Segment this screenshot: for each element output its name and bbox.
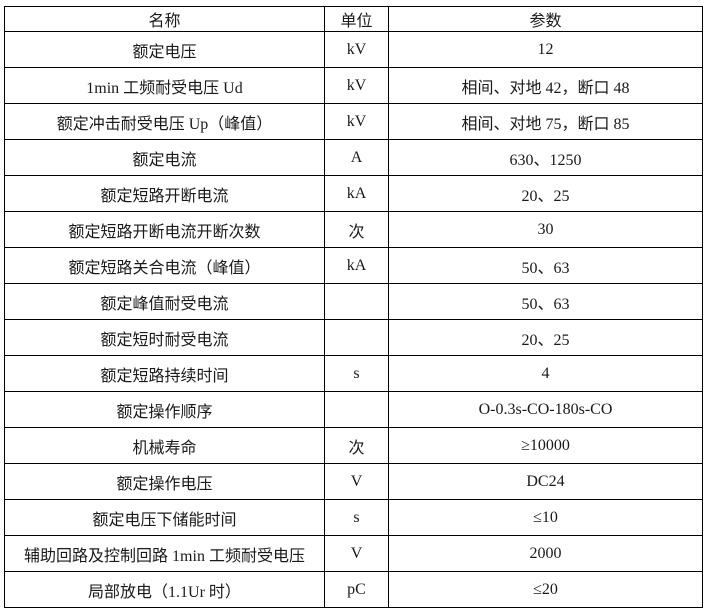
cell-value: 50、63 [388,247,703,284]
table-row: 额定短路关合电流（峰值） kA 50、63 [4,247,703,284]
cell-unit: kA [324,247,389,284]
spec-table: 名称 单位 参数 额定电压 kV 12 1min 工频耐受电压 Ud kV 相间… [4,6,703,608]
cell-name: 额定峰值耐受电流 [4,283,325,320]
cell-unit: s [324,355,389,392]
table-row: 额定操作顺序 O-0.3s-CO-180s-CO [4,391,703,428]
cell-name: 额定短路持续时间 [4,355,325,392]
header-cell-value: 参数 [388,6,703,32]
cell-value: 相间、对地 42，断口 48 [388,67,703,104]
table-row: 额定电流 A 630、1250 [4,139,703,176]
table-row: 额定短时耐受电流 20、25 [4,319,703,356]
cell-unit: s [324,499,389,536]
cell-unit: V [324,463,389,500]
cell-value: 12 [388,31,703,68]
table-row: 辅助回路及控制回路 1min 工频耐受电压 V 2000 [4,535,703,572]
table-row: 额定冲击耐受电压 Up（峰值） kV 相间、对地 75，断口 85 [4,103,703,140]
cell-value: ≥10000 [388,427,703,464]
cell-name: 额定冲击耐受电压 Up（峰值） [4,103,325,140]
table-row: 额定电压下储能时间 s ≤10 [4,499,703,536]
table-row: 局部放电（1.1Ur 时） pC ≤20 [4,571,703,608]
cell-unit: kV [324,67,389,104]
table-row: 机械寿命 次 ≥10000 [4,427,703,464]
cell-name: 额定短路关合电流（峰值） [4,247,325,284]
cell-value: 630、1250 [388,139,703,176]
cell-name: 额定电流 [4,139,325,176]
cell-value: 20、25 [388,175,703,212]
table-row: 额定短路开断电流 kA 20、25 [4,175,703,212]
cell-value: ≤20 [388,571,703,608]
cell-unit [324,283,389,320]
cell-name: 辅助回路及控制回路 1min 工频耐受电压 [4,535,325,572]
cell-unit: 次 [324,211,389,248]
cell-unit: kA [324,175,389,212]
cell-unit: pC [324,571,389,608]
cell-unit: A [324,139,389,176]
cell-value: DC24 [388,463,703,500]
cell-unit [324,391,389,428]
cell-name: 机械寿命 [4,427,325,464]
cell-unit: V [324,535,389,572]
cell-value: ≤10 [388,499,703,536]
header-cell-unit: 单位 [324,6,389,32]
table-row: 1min 工频耐受电压 Ud kV 相间、对地 42，断口 48 [4,67,703,104]
cell-name: 额定电压 [4,31,325,68]
table-row: 额定峰值耐受电流 50、63 [4,283,703,320]
cell-name: 1min 工频耐受电压 Ud [4,67,325,104]
cell-value: 4 [388,355,703,392]
cell-value: 20、25 [388,319,703,356]
cell-value: O-0.3s-CO-180s-CO [388,391,703,428]
cell-name: 额定短路开断电流开断次数 [4,211,325,248]
header-row: 名称 单位 参数 [4,6,703,32]
spec-table-body: 额定电压 kV 12 1min 工频耐受电压 Ud kV 相间、对地 42，断口… [4,31,703,608]
cell-value: 2000 [388,535,703,572]
table-row: 额定操作电压 V DC24 [4,463,703,500]
table-row: 额定短路开断电流开断次数 次 30 [4,211,703,248]
cell-name: 局部放电（1.1Ur 时） [4,571,325,608]
header-cell-name: 名称 [4,6,325,32]
cell-value: 相间、对地 75，断口 85 [388,103,703,140]
spec-table-header: 名称 单位 参数 [4,6,703,32]
table-row: 额定电压 kV 12 [4,31,703,68]
cell-unit: kV [324,31,389,68]
cell-value: 30 [388,211,703,248]
cell-name: 额定操作电压 [4,463,325,500]
table-row: 额定短路持续时间 s 4 [4,355,703,392]
cell-name: 额定短路开断电流 [4,175,325,212]
cell-name: 额定短时耐受电流 [4,319,325,356]
cell-name: 额定操作顺序 [4,391,325,428]
cell-unit [324,319,389,356]
cell-unit: 次 [324,427,389,464]
cell-value: 50、63 [388,283,703,320]
cell-unit: kV [324,103,389,140]
cell-name: 额定电压下储能时间 [4,499,325,536]
